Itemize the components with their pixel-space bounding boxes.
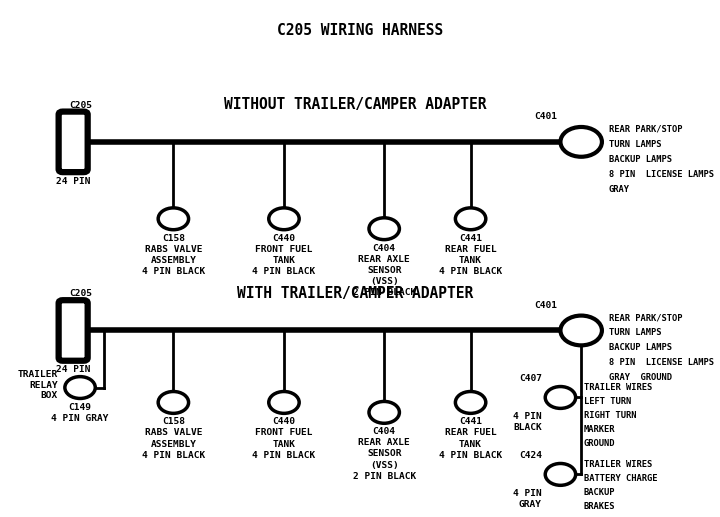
Text: GRAY  GROUND: GRAY GROUND bbox=[609, 373, 672, 382]
Text: REAR PARK/STOP: REAR PARK/STOP bbox=[609, 313, 683, 323]
Text: C404
REAR AXLE
SENSOR
(VSS)
2 PIN BLACK: C404 REAR AXLE SENSOR (VSS) 2 PIN BLACK bbox=[353, 244, 416, 297]
Text: C440
FRONT FUEL
TANK
4 PIN BLACK: C440 FRONT FUEL TANK 4 PIN BLACK bbox=[252, 234, 315, 276]
Circle shape bbox=[455, 208, 486, 230]
FancyBboxPatch shape bbox=[58, 300, 88, 361]
Circle shape bbox=[269, 391, 300, 414]
Circle shape bbox=[560, 127, 602, 157]
Circle shape bbox=[158, 208, 189, 230]
Circle shape bbox=[65, 376, 95, 399]
Text: C205: C205 bbox=[70, 289, 93, 298]
Text: C401: C401 bbox=[534, 300, 557, 310]
Text: 4 PIN
BLACK: 4 PIN BLACK bbox=[513, 413, 541, 432]
Text: 8 PIN  LICENSE LAMPS: 8 PIN LICENSE LAMPS bbox=[609, 170, 714, 179]
Circle shape bbox=[545, 463, 576, 485]
Circle shape bbox=[158, 391, 189, 414]
Text: BACKUP: BACKUP bbox=[584, 488, 616, 497]
Circle shape bbox=[560, 315, 602, 345]
Text: C205: C205 bbox=[70, 101, 93, 110]
Text: RIGHT TURN: RIGHT TURN bbox=[584, 411, 636, 420]
Text: BACKUP LAMPS: BACKUP LAMPS bbox=[609, 155, 672, 164]
Text: C440
FRONT FUEL
TANK
4 PIN BLACK: C440 FRONT FUEL TANK 4 PIN BLACK bbox=[252, 417, 315, 460]
Text: C404
REAR AXLE
SENSOR
(VSS)
2 PIN BLACK: C404 REAR AXLE SENSOR (VSS) 2 PIN BLACK bbox=[353, 427, 416, 481]
Circle shape bbox=[369, 218, 400, 240]
Text: WITHOUT TRAILER/CAMPER ADAPTER: WITHOUT TRAILER/CAMPER ADAPTER bbox=[224, 97, 486, 112]
Text: BATTERY CHARGE: BATTERY CHARGE bbox=[584, 474, 657, 483]
Text: TRAILER WIRES: TRAILER WIRES bbox=[584, 383, 652, 392]
Text: TURN LAMPS: TURN LAMPS bbox=[609, 328, 662, 338]
Text: C158
RABS VALVE
ASSEMBLY
4 PIN BLACK: C158 RABS VALVE ASSEMBLY 4 PIN BLACK bbox=[142, 234, 205, 276]
Text: C158
RABS VALVE
ASSEMBLY
4 PIN BLACK: C158 RABS VALVE ASSEMBLY 4 PIN BLACK bbox=[142, 417, 205, 460]
Text: WITH TRAILER/CAMPER ADAPTER: WITH TRAILER/CAMPER ADAPTER bbox=[237, 286, 473, 301]
Text: REAR PARK/STOP: REAR PARK/STOP bbox=[609, 125, 683, 134]
Text: 8 PIN  LICENSE LAMPS: 8 PIN LICENSE LAMPS bbox=[609, 358, 714, 367]
Text: TRAILER
RELAY
BOX: TRAILER RELAY BOX bbox=[18, 370, 58, 400]
Text: 4 PIN
GRAY: 4 PIN GRAY bbox=[513, 489, 541, 509]
Text: C441
REAR FUEL
TANK
4 PIN BLACK: C441 REAR FUEL TANK 4 PIN BLACK bbox=[439, 417, 503, 460]
Text: TRAILER WIRES: TRAILER WIRES bbox=[584, 460, 652, 469]
Text: MARKER: MARKER bbox=[584, 425, 616, 434]
Text: C401: C401 bbox=[534, 112, 557, 121]
Text: BACKUP LAMPS: BACKUP LAMPS bbox=[609, 343, 672, 353]
Text: C424: C424 bbox=[519, 450, 541, 460]
Circle shape bbox=[545, 387, 576, 408]
Text: 24 PIN: 24 PIN bbox=[56, 365, 91, 374]
Text: C441
REAR FUEL
TANK
4 PIN BLACK: C441 REAR FUEL TANK 4 PIN BLACK bbox=[439, 234, 503, 276]
FancyBboxPatch shape bbox=[58, 112, 88, 172]
Circle shape bbox=[269, 208, 300, 230]
Text: GROUND: GROUND bbox=[584, 438, 616, 448]
Text: C149
4 PIN GRAY: C149 4 PIN GRAY bbox=[51, 403, 109, 423]
Text: 24 PIN: 24 PIN bbox=[56, 177, 91, 186]
Text: BRAKES: BRAKES bbox=[584, 501, 616, 511]
Text: GRAY: GRAY bbox=[609, 185, 630, 193]
Text: LEFT TURN: LEFT TURN bbox=[584, 397, 631, 406]
Text: C407: C407 bbox=[519, 374, 541, 383]
Text: TURN LAMPS: TURN LAMPS bbox=[609, 140, 662, 149]
Text: C205 WIRING HARNESS: C205 WIRING HARNESS bbox=[277, 23, 443, 38]
Circle shape bbox=[369, 401, 400, 423]
Circle shape bbox=[455, 391, 486, 414]
